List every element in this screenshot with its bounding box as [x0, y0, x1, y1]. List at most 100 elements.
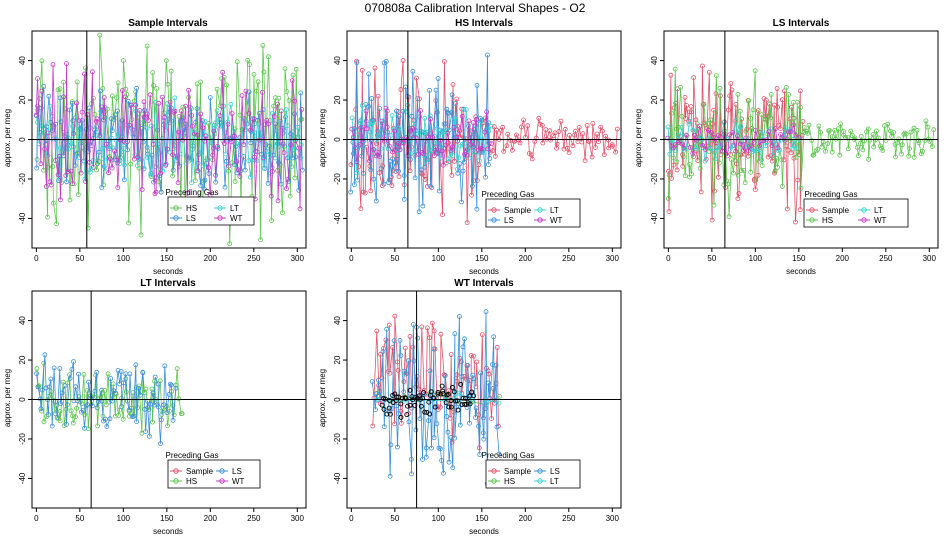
data-point	[93, 118, 99, 124]
data-point	[777, 126, 783, 132]
data-point	[426, 399, 432, 405]
data-point	[39, 408, 44, 414]
data-point	[194, 132, 200, 138]
data-point	[445, 429, 451, 435]
legend-item: Sample	[806, 206, 850, 215]
data-point	[115, 368, 121, 373]
panel-ls-intervals: LS Intervals 0 50 100 150 200 250 300 -40 -20 0 20…	[634, 18, 939, 276]
data-point	[36, 383, 42, 389]
data-point	[63, 173, 69, 178]
data-point	[419, 324, 425, 330]
data-point	[193, 119, 199, 125]
y-tick-label: 0	[650, 137, 659, 142]
data-point	[150, 141, 156, 147]
data-point	[445, 130, 451, 136]
data-point	[368, 188, 374, 194]
data-point	[440, 388, 446, 394]
data-point	[150, 419, 155, 425]
data-point	[752, 187, 758, 193]
data-point	[269, 218, 275, 223]
legend-marker	[217, 205, 223, 211]
data-point	[79, 109, 85, 115]
data-point	[473, 384, 479, 390]
data-point	[763, 143, 768, 149]
data-point	[57, 408, 63, 414]
data-point	[125, 98, 131, 104]
data-point	[255, 117, 261, 123]
data-point	[214, 86, 220, 92]
data-point	[122, 177, 127, 183]
data-point	[354, 159, 360, 165]
data-point	[367, 158, 372, 164]
data-point	[471, 353, 477, 359]
legend-marker	[491, 207, 497, 213]
data-point	[251, 72, 257, 77]
data-point	[469, 192, 475, 198]
data-point	[710, 148, 716, 154]
data-point	[825, 141, 831, 147]
data-point	[395, 444, 400, 450]
data-point	[115, 185, 121, 191]
data-point	[46, 384, 52, 390]
data-point	[126, 407, 132, 413]
data-point	[401, 389, 407, 395]
data-point	[780, 97, 785, 103]
data-point	[692, 132, 698, 138]
data-point	[580, 131, 586, 137]
data-point	[440, 162, 446, 168]
data-point	[227, 241, 233, 247]
data-point	[866, 156, 871, 162]
data-point	[697, 165, 703, 171]
data-point	[749, 143, 754, 149]
data-point	[450, 465, 456, 471]
data-point	[71, 398, 77, 404]
data-point	[98, 108, 104, 114]
data-point	[213, 120, 219, 126]
data-point	[771, 102, 777, 108]
data-point	[277, 118, 283, 124]
data-point	[158, 441, 163, 447]
legend-item: HS	[806, 216, 833, 225]
data-point	[410, 321, 416, 327]
data-point	[258, 130, 264, 136]
data-point	[410, 68, 416, 74]
data-point	[665, 124, 671, 130]
data-point	[380, 349, 386, 355]
data-point	[448, 352, 454, 357]
data-point	[407, 387, 413, 393]
data-point	[349, 126, 355, 132]
legend-title: Preceding Gas	[482, 190, 535, 199]
data-point	[234, 59, 240, 65]
data-point	[226, 163, 232, 169]
data-point	[103, 141, 109, 147]
data-point	[144, 126, 150, 131]
data-point	[683, 132, 689, 138]
data-point	[367, 129, 373, 135]
data-point	[584, 123, 590, 128]
data-point	[410, 126, 416, 131]
data-point	[361, 170, 366, 176]
data-point	[931, 127, 937, 133]
data-point	[246, 89, 252, 95]
data-point	[46, 412, 51, 418]
data-point	[665, 196, 671, 201]
data-point	[601, 152, 607, 158]
data-point	[795, 177, 801, 183]
x-tick-label: 250	[879, 254, 893, 263]
data-point	[738, 141, 743, 147]
data-point	[775, 145, 781, 151]
data-point	[117, 407, 122, 413]
legend-item: LT	[534, 206, 559, 215]
data-point	[743, 128, 749, 134]
data-point	[372, 65, 378, 71]
data-point	[68, 168, 74, 174]
data-point	[286, 98, 292, 103]
data-point	[148, 123, 154, 129]
data-point	[782, 137, 788, 143]
data-point	[445, 391, 451, 397]
data-point	[137, 108, 143, 113]
data-point	[35, 103, 40, 109]
data-point	[801, 125, 807, 130]
data-point	[481, 436, 487, 442]
legend-label: Sample	[504, 467, 532, 476]
